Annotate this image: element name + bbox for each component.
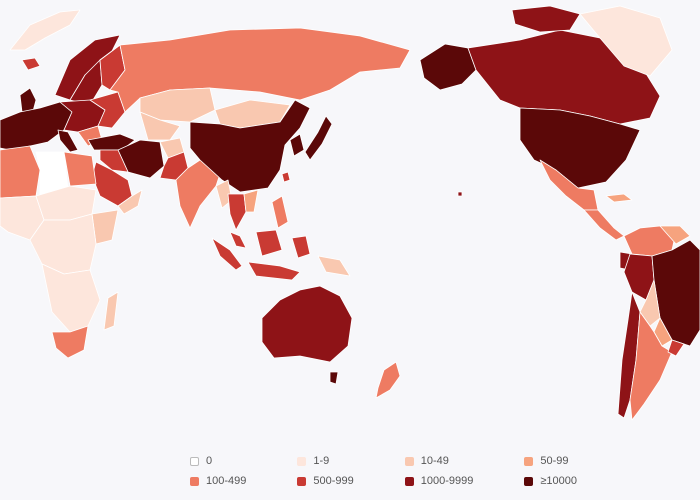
region-iceland[interactable]	[21, 57, 41, 71]
region-pacific-island[interactable]	[457, 191, 463, 197]
region-new-zealand[interactable]	[375, 361, 401, 399]
region-australia[interactable]	[261, 285, 353, 363]
legend-label: 50-99	[540, 455, 569, 467]
region-indonesia[interactable]	[211, 229, 311, 281]
region-philippines[interactable]	[271, 195, 289, 229]
region-usa[interactable]	[519, 107, 641, 189]
legend-label: ≥10000	[540, 475, 577, 487]
region-central-america[interactable]	[583, 209, 625, 241]
legend-item[interactable]: ≥10000	[524, 475, 610, 487]
legend-swatch	[524, 456, 534, 466]
region-greenland-west[interactable]	[9, 9, 81, 51]
region-uruguay[interactable]	[667, 339, 685, 357]
legend-label: 1-9	[313, 455, 330, 467]
region-vietnam[interactable]	[243, 189, 259, 213]
region-caribbean[interactable]	[605, 193, 633, 203]
region-iraq[interactable]	[99, 149, 129, 173]
region-italy[interactable]	[57, 129, 79, 153]
region-canada-islands[interactable]	[511, 5, 581, 33]
legend-label: 10-49	[420, 455, 449, 467]
legend-label: 500-999	[313, 475, 354, 487]
legend-swatch	[524, 476, 534, 486]
region-china[interactable]	[189, 99, 311, 193]
region-greenland-east[interactable]	[579, 5, 673, 77]
region-korea[interactable]	[289, 133, 305, 157]
legend-swatch	[404, 456, 414, 466]
region-egypt[interactable]	[63, 151, 97, 187]
legend-item[interactable]: 1000-9999	[404, 475, 507, 487]
legend-item[interactable]: 50-99	[524, 455, 610, 467]
region-western-europe[interactable]	[0, 101, 73, 151]
region-yemen-oman[interactable]	[117, 189, 143, 215]
region-thailand[interactable]	[227, 193, 247, 231]
region-argentina[interactable]	[629, 311, 673, 421]
legend-swatch	[190, 456, 199, 466]
region-taiwan[interactable]	[281, 171, 291, 183]
region-canada[interactable]	[467, 29, 661, 125]
legend-swatch	[297, 476, 307, 486]
region-guianas[interactable]	[659, 225, 691, 245]
legend: 0 1-9 10-49 50-99 100-499 500-999 1000-9999 ≥10…	[190, 455, 610, 487]
world-choropleth-map	[0, 5, 700, 421]
region-russia[interactable]	[99, 27, 411, 113]
legend-label: 100-499	[206, 475, 247, 487]
legend-label: 0	[206, 455, 213, 467]
region-north-africa-west[interactable]	[0, 145, 41, 199]
region-uk[interactable]	[19, 87, 37, 116]
legend-item[interactable]: 500-999	[297, 475, 386, 487]
legend-item[interactable]: 100-499	[190, 475, 279, 487]
region-malaysia[interactable]	[229, 231, 247, 249]
legend-swatch	[297, 456, 307, 466]
region-madagascar[interactable]	[103, 291, 119, 331]
legend-item[interactable]: 0	[190, 455, 279, 467]
legend-item[interactable]: 10-49	[404, 455, 507, 467]
region-horn-africa[interactable]	[91, 209, 119, 245]
region-bolivia[interactable]	[639, 279, 661, 327]
region-central-asia[interactable]	[139, 111, 181, 141]
region-tasmania[interactable]	[329, 371, 339, 385]
region-south-africa[interactable]	[51, 325, 89, 359]
region-southern-africa[interactable]	[41, 263, 101, 333]
legend-item[interactable]: 1-9	[297, 455, 386, 467]
legend-swatch	[404, 476, 414, 486]
legend-swatch	[190, 476, 199, 486]
region-alaska[interactable]	[419, 43, 477, 91]
region-png[interactable]	[317, 255, 351, 277]
legend-label: 1000-9999	[420, 475, 474, 487]
region-japan[interactable]	[304, 115, 333, 161]
